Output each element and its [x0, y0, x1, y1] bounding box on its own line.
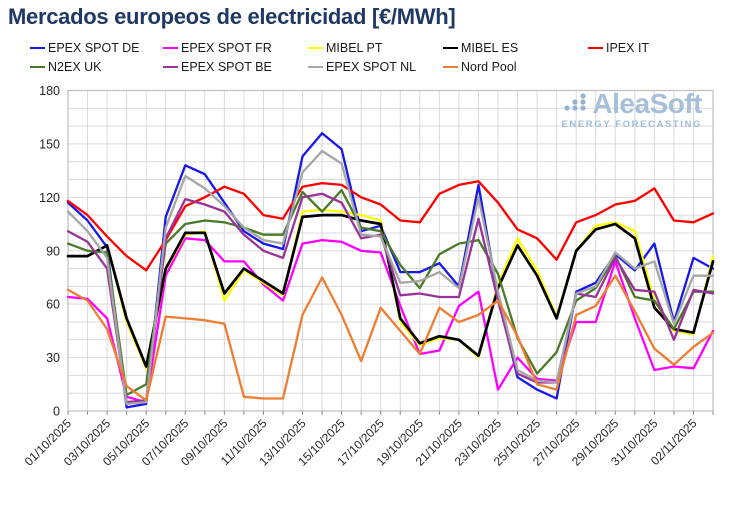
legend-item: EPEX SPOT DE [30, 41, 163, 55]
legend-item: Nord Pool [443, 60, 588, 74]
y-axis-label: 90 [46, 244, 60, 258]
series-line [66, 213, 715, 368]
legend-swatch [443, 47, 458, 49]
legend-item: EPEX SPOT BE [163, 60, 308, 74]
y-axis-label: 120 [39, 191, 60, 205]
series-line [66, 274, 715, 402]
legend-swatch [30, 47, 45, 49]
legend-swatch [30, 66, 45, 68]
legend-label: MIBEL ES [461, 41, 519, 55]
legend-item: MIBEL ES [443, 41, 588, 55]
chart-title: Mercados europeos de electricidad [€/MWh… [8, 4, 456, 29]
chart-legend: EPEX SPOT DE EPEX SPOT FR MIBEL PT MIBEL ES… [30, 41, 720, 74]
legend-item: EPEX SPOT NL [308, 60, 443, 74]
y-axis-label: 60 [46, 298, 60, 312]
series-line [66, 192, 715, 404]
y-axis-label: 180 [39, 84, 60, 98]
legend-item: MIBEL PT [308, 41, 443, 55]
legend-swatch [308, 66, 323, 68]
legend-swatch [308, 47, 323, 49]
legend-item: EPEX SPOT FR [163, 41, 308, 55]
y-axis-label: 0 [53, 405, 60, 419]
legend-label: EPEX SPOT BE [181, 60, 272, 74]
legend-swatch [163, 47, 178, 49]
legend-label: N2EX UK [48, 60, 102, 74]
series-line [66, 149, 715, 406]
plot-frame [67, 89, 714, 412]
legend-swatch [443, 66, 458, 68]
legend-swatch [163, 66, 178, 68]
legend-label: EPEX SPOT NL [326, 60, 417, 74]
series-line [66, 180, 715, 272]
series-line [66, 189, 715, 397]
legend-item: N2EX UK [30, 60, 163, 74]
legend-item: IPEX IT [588, 41, 720, 55]
legend-label: Nord Pool [461, 60, 517, 74]
legend-swatch [588, 47, 603, 49]
legend-label: EPEX SPOT FR [181, 41, 272, 55]
legend-label: IPEX IT [606, 41, 650, 55]
y-axis-label: 150 [39, 137, 60, 151]
legend-label: EPEX SPOT DE [48, 41, 140, 55]
y-axis-label: 30 [46, 351, 60, 365]
legend-label: MIBEL PT [326, 41, 383, 55]
